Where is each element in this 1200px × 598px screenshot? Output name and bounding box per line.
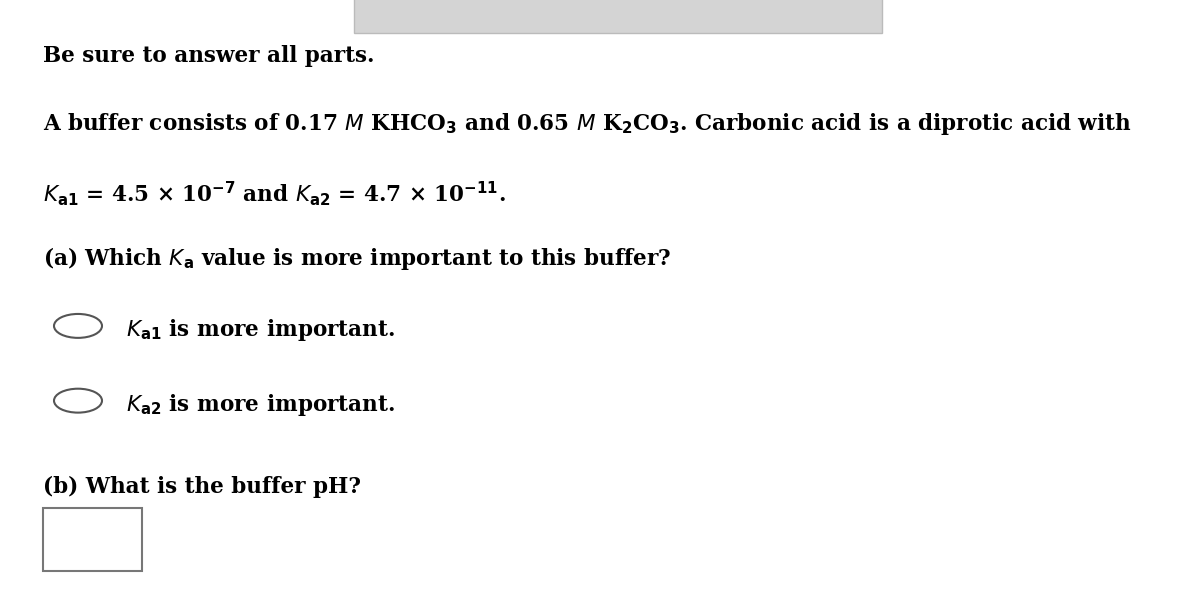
Text: Be sure to answer all parts.: Be sure to answer all parts. bbox=[43, 45, 374, 67]
Text: A buffer consists of 0.17 $\mathbf{\mathit{M}}$ KHCO$\mathbf{_3}$ and 0.65 $\mat: A buffer consists of 0.17 $\mathbf{\math… bbox=[43, 111, 1132, 136]
Text: (b) What is the buffer pH?: (b) What is the buffer pH? bbox=[43, 475, 361, 498]
FancyBboxPatch shape bbox=[43, 508, 142, 571]
Text: $\mathbf{\mathit{K}_{\mathbf{a1}}}$ = 4.5 × 10$\mathbf{^{-7}}$ and $\mathbf{\mat: $\mathbf{\mathit{K}_{\mathbf{a1}}}$ = 4.… bbox=[43, 179, 506, 208]
Text: $\mathbf{\mathit{K}_{\mathbf{a2}}}$ is more important.: $\mathbf{\mathit{K}_{\mathbf{a2}}}$ is m… bbox=[126, 392, 395, 417]
Text: (a) Which $\mathbf{\mathit{K}_a}$ value is more important to this buffer?: (a) Which $\mathbf{\mathit{K}_a}$ value … bbox=[43, 245, 672, 272]
Text: $\mathbf{\mathit{K}_{\mathbf{a1}}}$ is more important.: $\mathbf{\mathit{K}_{\mathbf{a1}}}$ is m… bbox=[126, 317, 395, 343]
